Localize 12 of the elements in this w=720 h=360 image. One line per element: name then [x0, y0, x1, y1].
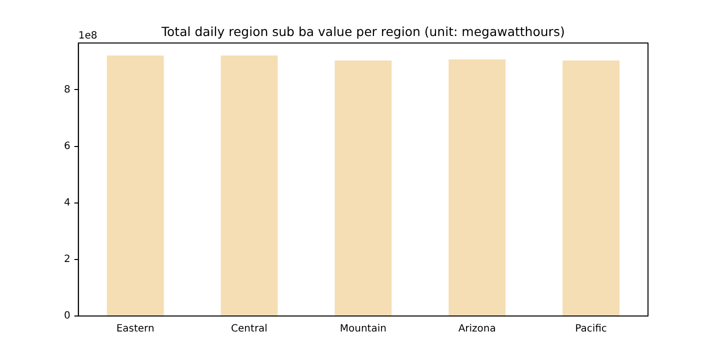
x-tick-label: Arizona: [458, 324, 496, 335]
y-tick-label: 6: [64, 140, 70, 152]
y-tick-label: 4: [64, 197, 70, 208]
y-tick-label: 8: [64, 84, 70, 96]
text: 1e8: [78, 30, 98, 42]
y-tick-label: 0: [64, 310, 70, 322]
x-tick-label: Central: [231, 324, 268, 335]
x-tick-label: Pacific: [575, 324, 607, 335]
y-tick-label: 2: [64, 254, 70, 266]
x-tick-label: Mountain: [340, 324, 386, 335]
x-tick-label: Eastern: [116, 324, 154, 335]
chart-title: Total daily region sub ba value per region (unit: megawatthours): [160, 24, 565, 39]
